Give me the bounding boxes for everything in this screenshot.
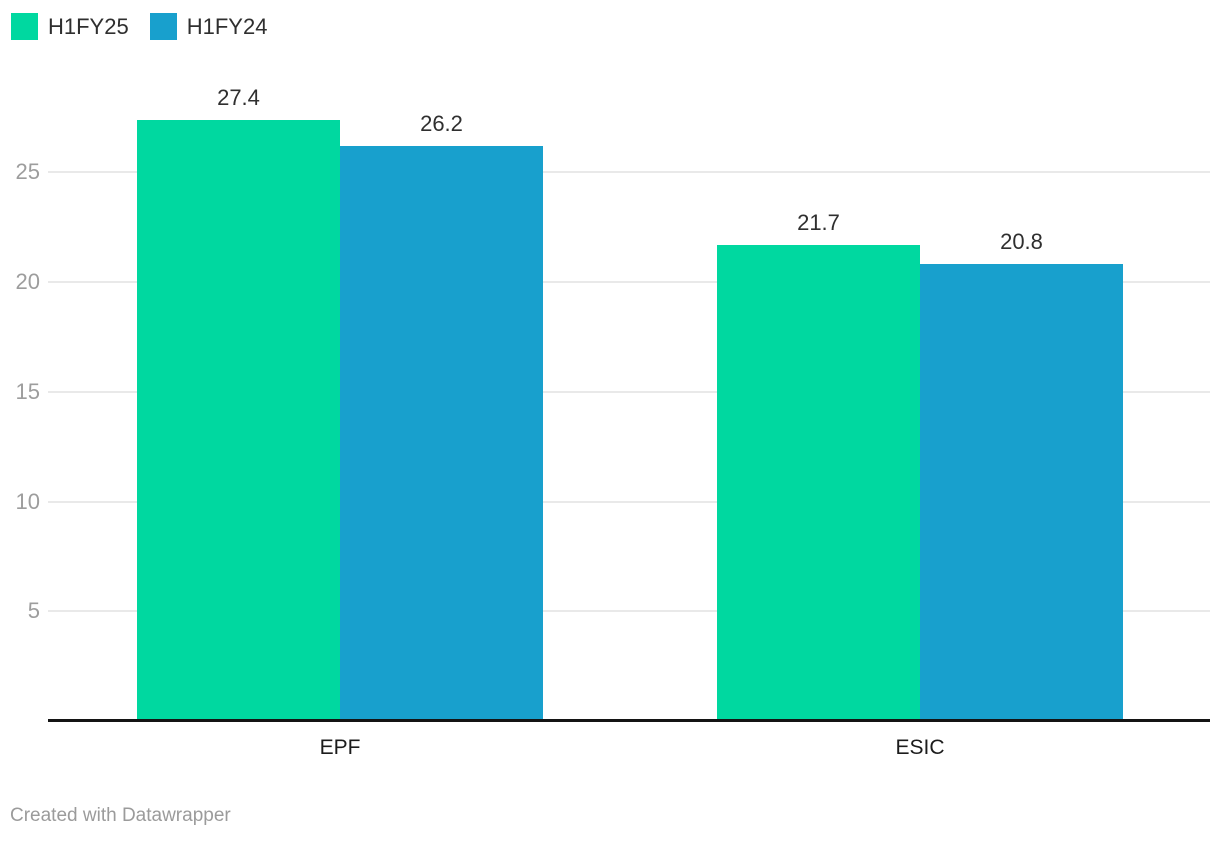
x-axis-label-esic: ESIC [895,736,945,759]
bar-h1fy25-epf [137,119,340,721]
gridline [48,171,1210,174]
bar-value-label: 20.8 [1000,229,1043,255]
legend-swatch-icon [149,13,177,40]
bar-h1fy24-epf [340,145,543,721]
bar-h1fy25-esic [717,244,920,721]
bar-h1fy24-esic [920,264,1123,721]
y-axis-tick-label: 25 [15,159,40,185]
y-axis-tick-label: 5 [27,598,40,624]
gridline [48,281,1210,283]
x-axis-label-epf: EPF [319,736,361,759]
bar-value-label: 21.7 [797,209,840,235]
y-axis-tick-label: 15 [15,378,40,404]
legend-label: H1FY25 [48,14,129,39]
y-axis-tick-label: 10 [15,488,40,514]
legend-item-h1fy25: H1FY25 [11,13,129,40]
x-axis-baseline [48,719,1210,722]
gridline [48,500,1210,503]
gridline [48,610,1210,613]
bar-value-label: 27.4 [217,84,260,110]
bar-value-label: 26.2 [420,110,463,136]
y-axis-tick-label: 20 [15,269,40,294]
gridline [48,390,1210,393]
legend-swatch-icon [11,13,38,40]
legend-label: H1FY24 [186,14,268,39]
legend: H1FY25 H1FY24 [11,13,267,40]
datawrapper-attribution-link[interactable]: Created with Datawrapper [10,805,231,826]
legend-item-h1fy24: H1FY24 [149,13,268,40]
